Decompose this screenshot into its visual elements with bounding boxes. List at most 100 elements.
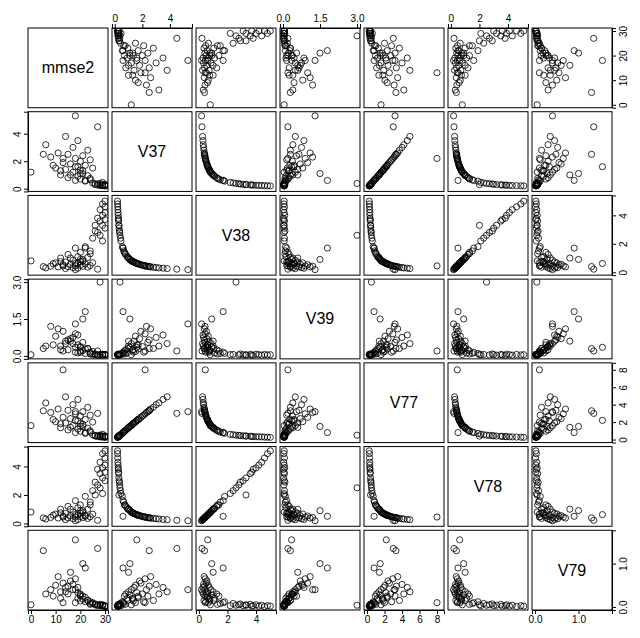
point	[236, 352, 242, 358]
point	[384, 261, 390, 267]
point	[455, 177, 461, 183]
point	[60, 367, 66, 373]
point	[393, 264, 399, 270]
point	[549, 409, 555, 415]
point	[534, 102, 540, 108]
panel-frame	[196, 112, 276, 192]
points	[450, 198, 526, 273]
points	[280, 198, 360, 273]
point	[547, 394, 553, 400]
point	[295, 255, 301, 261]
point	[282, 43, 288, 49]
point	[87, 412, 93, 418]
points	[28, 367, 108, 441]
point	[284, 420, 290, 426]
point	[90, 165, 96, 171]
point	[120, 429, 126, 435]
point	[233, 33, 239, 39]
point	[354, 180, 360, 186]
point	[199, 394, 205, 400]
point	[164, 394, 170, 400]
point	[456, 80, 462, 86]
point	[571, 429, 577, 435]
point	[462, 255, 468, 261]
point	[317, 50, 323, 56]
point	[575, 316, 581, 322]
point	[281, 222, 287, 228]
point	[287, 89, 293, 95]
point	[534, 422, 540, 428]
point	[72, 321, 78, 327]
point	[399, 60, 405, 66]
point	[82, 493, 88, 499]
point	[117, 279, 123, 285]
point	[80, 339, 86, 345]
point	[125, 338, 131, 344]
point	[284, 52, 290, 58]
point	[469, 43, 475, 49]
panel-frame	[280, 279, 360, 359]
point	[317, 423, 323, 429]
point	[185, 57, 191, 63]
point	[72, 518, 78, 524]
point	[58, 425, 64, 431]
point	[533, 30, 539, 36]
point	[290, 142, 296, 148]
point	[450, 57, 456, 63]
point	[588, 264, 594, 270]
panel-frame	[280, 28, 360, 108]
panel	[112, 363, 192, 443]
point	[249, 433, 255, 439]
points	[28, 113, 108, 189]
point	[141, 43, 147, 49]
panel	[280, 363, 360, 443]
panel	[364, 195, 444, 275]
point	[499, 217, 505, 223]
point	[284, 259, 290, 265]
point	[77, 349, 83, 355]
panel	[448, 195, 528, 275]
point	[206, 52, 212, 58]
point	[97, 485, 103, 491]
point	[227, 431, 233, 437]
point	[160, 332, 166, 338]
point	[535, 248, 541, 254]
points	[532, 367, 605, 441]
point	[92, 222, 98, 228]
point	[371, 309, 377, 315]
panel	[112, 447, 192, 527]
panel	[196, 112, 276, 192]
point	[545, 87, 551, 93]
point	[456, 416, 462, 422]
point	[377, 316, 383, 322]
point	[58, 168, 64, 174]
point	[204, 416, 210, 422]
point	[53, 333, 59, 339]
point	[562, 150, 568, 156]
point	[547, 67, 553, 73]
point	[281, 229, 287, 235]
point	[456, 261, 462, 267]
point	[77, 420, 83, 426]
panel	[364, 279, 444, 359]
panel-frame	[364, 28, 444, 108]
point	[458, 259, 464, 265]
panel-frame	[448, 279, 528, 359]
point	[536, 155, 542, 161]
panel-frame	[112, 28, 192, 108]
panel	[532, 112, 612, 192]
point	[148, 75, 154, 81]
point	[354, 432, 360, 438]
point	[50, 261, 56, 267]
point	[499, 433, 505, 439]
point	[50, 416, 56, 422]
points	[28, 198, 108, 273]
panel-frame	[364, 112, 444, 192]
point	[393, 65, 399, 71]
point	[393, 89, 399, 95]
variable-name: V77	[390, 394, 419, 411]
point	[85, 404, 91, 410]
panel: V39	[280, 279, 360, 359]
point	[75, 137, 81, 143]
point	[462, 62, 468, 68]
